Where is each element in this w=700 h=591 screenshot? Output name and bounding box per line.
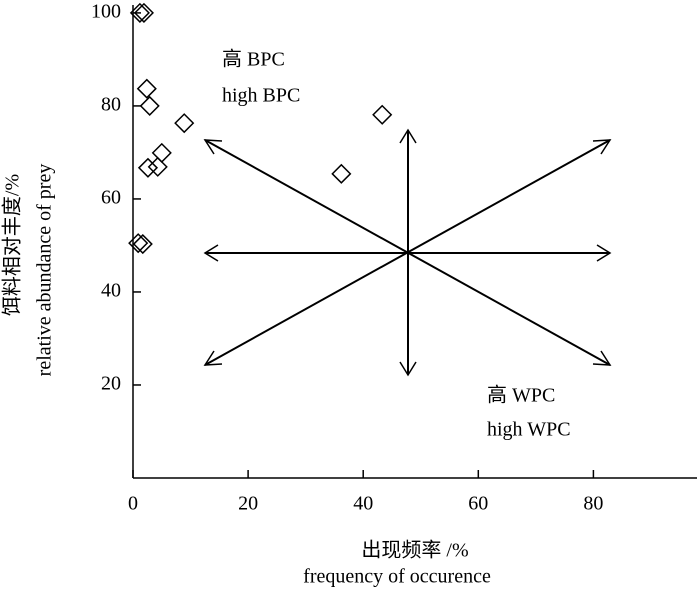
data-point	[128, 233, 149, 254]
x-axis-label: frequency of occurence	[303, 566, 491, 588]
annotation: 高 WPC	[487, 384, 555, 407]
data-point	[147, 156, 168, 177]
data-point	[137, 157, 159, 178]
y-tick-label: 20	[101, 373, 121, 395]
data-point	[331, 163, 352, 184]
data-point	[174, 113, 195, 134]
y-axis-label: relative abundance of prey	[34, 164, 56, 377]
x-tick-label: 20	[238, 493, 258, 515]
y-axis-label: 饵料相对丰度/%	[1, 174, 24, 316]
data-point	[129, 2, 150, 23]
x-axis-label: 出现频率 /%	[361, 539, 468, 562]
x-tick-label: 80	[583, 493, 603, 515]
x-tick-label: 40	[353, 493, 373, 515]
y-tick-label: 100	[91, 1, 121, 23]
annotation: high WPC	[487, 419, 571, 441]
y-tick-label: 40	[101, 280, 121, 302]
data-point	[133, 2, 154, 23]
annotation: 高 BPC	[222, 48, 285, 71]
data-point	[136, 78, 157, 99]
annotation: high BPC	[222, 85, 300, 107]
data-point	[372, 104, 393, 125]
y-tick-label: 80	[101, 94, 121, 116]
y-tick-label: 60	[101, 187, 121, 209]
x-tick-label: 60	[468, 493, 488, 515]
direction-arrows	[203, 128, 612, 377]
data-point	[132, 233, 153, 255]
x-tick-label: 0	[128, 493, 138, 515]
data-point	[139, 95, 160, 116]
